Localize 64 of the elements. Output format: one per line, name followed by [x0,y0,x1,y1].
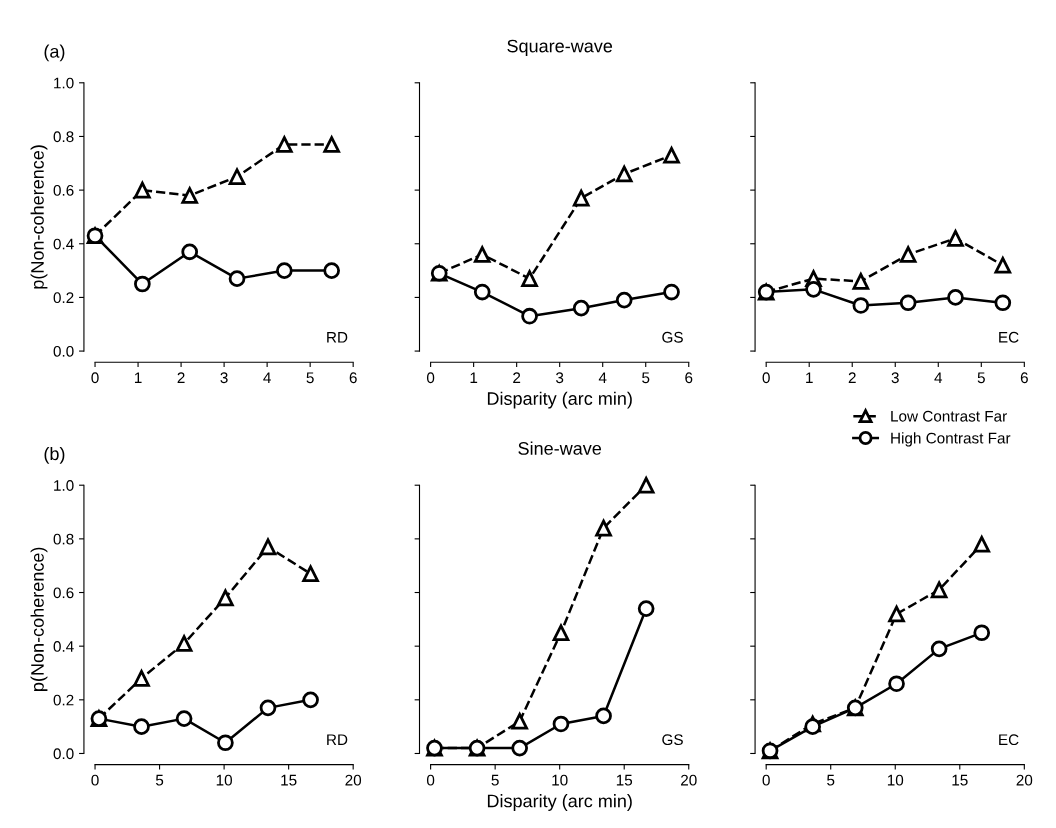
y-tick-label: 1.0 [54,77,74,89]
x-tick-label: 4 [934,372,943,383]
annotation: RD [327,332,348,343]
y-tick-label: 0.6 [53,587,74,599]
chart-title: Sine-wave [518,441,602,455]
y-tick-label: 0.8 [53,131,74,143]
x-tick-label: 0 [426,372,435,384]
annotation: GS [662,734,683,746]
x-axis-title: Disparity (arc min) [487,391,632,409]
y-tick-label: 0.2 [53,694,74,706]
x-tick-label: 4 [263,372,271,383]
y-tick-label: 0.0 [53,345,74,357]
y-tick-label: 0.4 [53,238,74,250]
x-tick-label: 15 [952,774,968,786]
text: (b) [44,446,65,464]
text: (a) [44,44,65,62]
x-tick-label: 4 [598,372,607,383]
x-tick-label: 2 [513,372,521,383]
legend-label: High Contrast Far [891,432,1011,447]
x-tick-label: 3 [556,372,564,384]
x-tick-label: 10 [216,774,233,786]
annotation: EC [999,331,1019,343]
x-tick-label: 2 [177,372,185,383]
x-tick-label: 2 [848,372,856,383]
chart-title: Square-wave [507,39,613,56]
x-tick-label: 0 [91,774,99,786]
x-tick-label: 10 [887,774,904,786]
x-tick-label: 3 [891,372,899,384]
x-tick-label: 5 [155,774,164,786]
x-tick-label: 5 [827,774,835,786]
x-tick-label: 20 [1016,774,1033,786]
legend-label: Low Contrast Far [891,410,1007,422]
x-tick-label: 0 [426,774,435,786]
x-tick-label: 0 [762,774,770,786]
x-tick-label: 15 [616,774,633,786]
y-tick-label: 1.0 [54,480,74,491]
x-tick-label: 1 [470,372,478,383]
y-axis-title: p(Non-coherence) [30,145,48,289]
x-tick-label: 10 [552,774,568,786]
x-tick-label: 5 [306,372,314,384]
x-tick-label: 0 [91,372,99,384]
annotation: GS [662,331,683,343]
y-tick-label: 0.2 [53,292,74,304]
x-tick-label: 15 [281,774,297,786]
y-tick-label: 0.0 [53,748,74,760]
y-axis-title: p(Non-coherence) [30,547,48,691]
annotation: RD [327,734,348,745]
x-tick-label: 6 [685,372,693,384]
x-tick-label: 5 [491,774,499,786]
x-tick-label: 20 [681,774,697,786]
annotation: EC [999,734,1019,746]
x-tick-label: 3 [220,372,228,384]
x-tick-label: 1 [806,372,813,383]
y-tick-label: 0.4 [53,641,74,652]
y-tick-label: 0.6 [53,184,74,196]
x-tick-label: 20 [345,774,362,786]
x-tick-label: 0 [762,372,770,384]
x-tick-label: 6 [1020,372,1028,384]
x-tick-label: 6 [349,372,357,384]
x-tick-label: 5 [977,372,985,384]
x-axis-title: Disparity (arc min) [487,794,632,811]
y-tick-label: 0.8 [53,533,74,545]
x-tick-label: 5 [642,372,650,384]
x-tick-label: 1 [134,372,142,383]
